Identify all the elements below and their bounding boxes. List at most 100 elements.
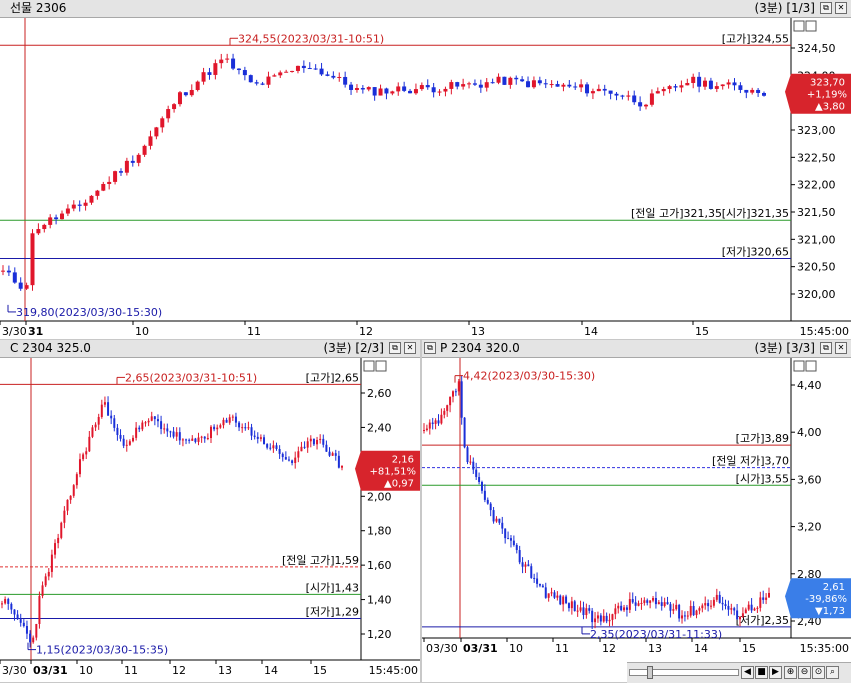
- call-page[interactable]: [2/3]: [355, 341, 384, 355]
- linked-icon[interactable]: ⧉: [389, 342, 401, 354]
- candle-body: [492, 510, 495, 522]
- candle-body: [42, 224, 47, 230]
- scale-icon: [805, 360, 817, 372]
- candle-body: [614, 608, 617, 615]
- candle-body: [263, 437, 266, 445]
- scroll-track[interactable]: [629, 669, 739, 676]
- candle-body: [547, 593, 550, 598]
- candle-body: [328, 451, 331, 456]
- call-candle-chart[interactable]: 2,602,402,202,001,801,601,401,203/3003/3…: [0, 340, 420, 682]
- candle-body: [744, 609, 747, 614]
- call-period[interactable]: (3분): [323, 341, 352, 355]
- candle-body: [608, 619, 611, 622]
- candle-body: [588, 608, 591, 611]
- candle-body: [521, 562, 524, 567]
- candle-body: [206, 437, 209, 439]
- search-icon[interactable]: ⌕: [826, 666, 839, 679]
- candle-body: [419, 85, 424, 90]
- futures-period[interactable]: (3분): [754, 1, 783, 15]
- candle-body: [710, 605, 713, 607]
- x-tick-label: 15:35:00: [800, 642, 849, 655]
- candle-body: [555, 84, 560, 87]
- candle-body: [478, 477, 481, 482]
- prev-high-label: [전일 고가]1,59: [282, 553, 359, 567]
- candle-body: [97, 416, 100, 425]
- futures-page[interactable]: [1/3]: [786, 1, 815, 15]
- candle-body: [637, 603, 640, 606]
- candle-body: [446, 405, 449, 411]
- candle-body: [721, 602, 724, 605]
- candle-body: [480, 481, 483, 491]
- zoom-reset-icon[interactable]: ⊙: [812, 666, 825, 679]
- candle-body: [119, 434, 122, 439]
- high-label: [고가]324,55: [722, 32, 789, 45]
- candle-body: [77, 204, 82, 206]
- candle-body: [191, 438, 194, 441]
- x-tick-label: 13: [471, 325, 485, 338]
- candle-body: [66, 499, 69, 511]
- candle-body: [538, 583, 541, 586]
- candle-body: [413, 89, 418, 94]
- candle-body: [431, 422, 434, 424]
- stop-icon[interactable]: ■: [755, 666, 768, 679]
- candle-body: [128, 441, 131, 445]
- put-period[interactable]: (3분): [754, 341, 783, 355]
- candle-body: [213, 426, 216, 430]
- zoom-out-icon[interactable]: ⊖: [798, 666, 811, 679]
- y-tick-label: 322,50: [797, 151, 836, 164]
- candle-body: [520, 79, 525, 82]
- candle-body: [325, 444, 328, 452]
- candle-body: [141, 422, 144, 430]
- candle-body: [596, 88, 601, 92]
- candle-body: [312, 438, 315, 445]
- candle-body: [689, 606, 692, 616]
- y-tick-label: 4,40: [797, 379, 822, 392]
- candle-body: [35, 623, 38, 638]
- candle-body: [726, 82, 731, 85]
- candle-body: [573, 86, 578, 88]
- candle-body: [501, 522, 504, 529]
- candle-body: [341, 465, 343, 468]
- candle-body: [611, 614, 614, 620]
- put-candle-chart[interactable]: 4,40 4,00 3,60 3,20 2,80 2,40 03/30 03/31 10 11 12…: [422, 340, 851, 682]
- linked-icon[interactable]: ⧉: [820, 342, 832, 354]
- candle-body: [768, 592, 770, 598]
- scroll-right-icon[interactable]: ▶: [769, 666, 782, 679]
- candle-body: [266, 444, 269, 448]
- candle-body: [691, 76, 696, 83]
- candle-body: [402, 86, 407, 91]
- x-tick-label: 11: [555, 642, 569, 655]
- min-annotation: 2,35(2023/03/31-11:33): [590, 628, 722, 641]
- futures-candle-chart[interactable]: 324,50324,00323,50323,00322,50322,00321,…: [0, 0, 851, 339]
- candle-body: [765, 597, 768, 600]
- x-tick-label: 12: [359, 325, 373, 338]
- close-icon[interactable]: ✕: [404, 342, 416, 354]
- put-page[interactable]: [3/3]: [786, 341, 815, 355]
- open-label: [시가]1,43: [306, 581, 359, 594]
- candle-body: [628, 599, 631, 610]
- candle-body: [269, 447, 272, 449]
- candle-body: [300, 446, 303, 452]
- close-icon[interactable]: ✕: [835, 2, 847, 14]
- candle-body: [614, 93, 619, 96]
- candle-body: [741, 613, 744, 617]
- close-icon[interactable]: ✕: [835, 342, 847, 354]
- scroll-left-icon[interactable]: ◀: [741, 666, 754, 679]
- candle-body: [756, 89, 761, 93]
- candle-body: [1, 603, 3, 605]
- candle-body: [443, 410, 446, 415]
- candle-body: [24, 285, 29, 289]
- y-tick-label: 321,50: [797, 206, 836, 219]
- scroll-thumb[interactable]: [647, 666, 653, 679]
- x-tick-label: 15:45:00: [369, 664, 418, 677]
- candle-body: [469, 461, 472, 463]
- linked-icon[interactable]: ⧉: [424, 342, 436, 354]
- candle-body: [188, 439, 191, 441]
- candle-body: [750, 604, 753, 611]
- candle-body: [197, 437, 200, 442]
- candle-body: [715, 594, 718, 600]
- zoom-in-icon[interactable]: ⊕: [784, 666, 797, 679]
- candle-body: [291, 460, 294, 464]
- linked-icon[interactable]: ⧉: [820, 2, 832, 14]
- candle-body: [698, 608, 701, 611]
